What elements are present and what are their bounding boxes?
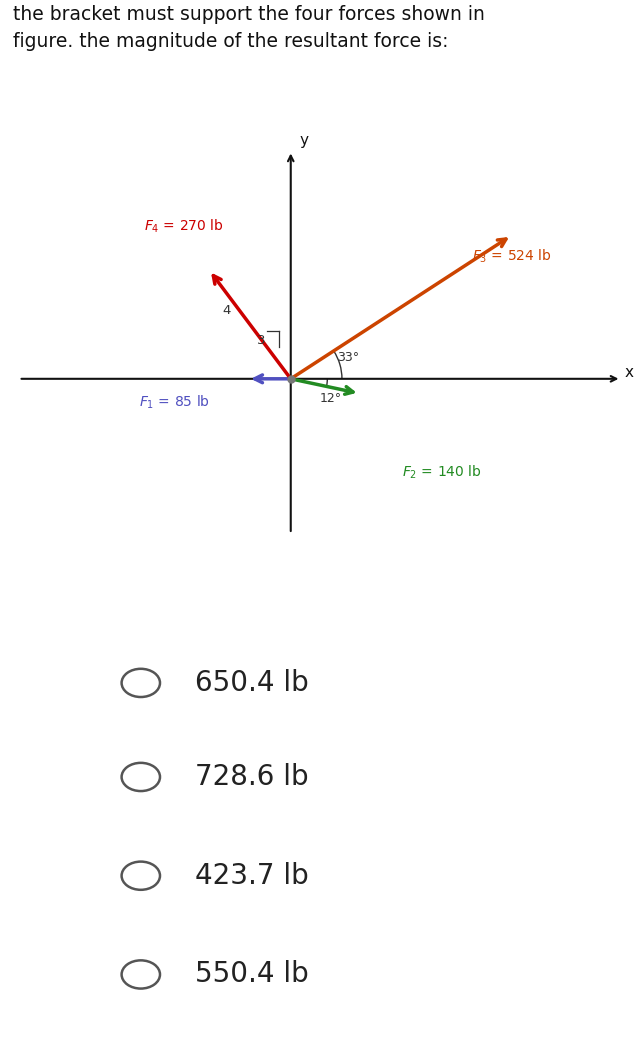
Text: $F_3$ = 524 lb: $F_3$ = 524 lb xyxy=(472,248,552,264)
Text: 4: 4 xyxy=(222,304,230,318)
Text: 33°: 33° xyxy=(337,351,360,365)
Text: 12°: 12° xyxy=(320,392,342,405)
Text: $F_2$ = 140 lb: $F_2$ = 140 lb xyxy=(402,464,482,481)
Text: the bracket must support the four forces shown in
figure. the magnitude of the r: the bracket must support the four forces… xyxy=(13,5,484,51)
Text: 423.7 lb: 423.7 lb xyxy=(195,862,309,889)
Text: 3: 3 xyxy=(257,333,266,347)
Text: $F_4$ = 270 lb: $F_4$ = 270 lb xyxy=(145,218,224,235)
Text: 728.6 lb: 728.6 lb xyxy=(195,763,309,791)
Text: $F_1$ = 85 lb: $F_1$ = 85 lb xyxy=(139,394,209,411)
Text: y: y xyxy=(300,133,308,147)
Text: 650.4 lb: 650.4 lb xyxy=(195,669,309,697)
Text: 550.4 lb: 550.4 lb xyxy=(195,960,309,989)
Text: x: x xyxy=(624,366,633,380)
